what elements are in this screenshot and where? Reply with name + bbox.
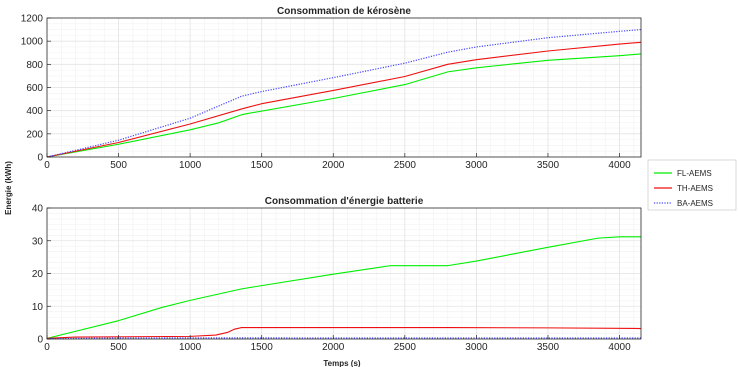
- x-tick-label: 3000: [465, 342, 488, 353]
- x-tick-label: 0: [44, 160, 50, 171]
- x-tick-label: 4000: [608, 342, 631, 353]
- y-tick-label: 0: [37, 335, 43, 346]
- x-tick-label: 2500: [394, 342, 417, 353]
- x-tick-label: 3000: [465, 160, 488, 171]
- series-line-th-aems: [46, 326, 642, 339]
- x-tick-label: 2000: [322, 342, 345, 353]
- legend: FL-AEMS TH-AEMS BA-AEMS: [647, 159, 737, 211]
- series-line-ba-aems: [46, 337, 641, 340]
- y-tick-label: 30: [32, 236, 44, 247]
- y-axis-label: Energie (kWh): [4, 161, 13, 215]
- y-tick-label: 10: [32, 302, 44, 313]
- y-tick-label: 0: [37, 153, 43, 164]
- legend-label: FL-AEMS: [677, 169, 712, 178]
- x-axis-label: Temps (s): [323, 359, 361, 367]
- x-tick-label: 1500: [251, 160, 274, 171]
- x-tick-label: 3500: [537, 160, 560, 171]
- y-tick-label: 1000: [21, 37, 44, 48]
- battery-chart: 0 500 1000 1500 2000 2500 3000 3500 4000 0 10 20 30 4…: [32, 196, 642, 353]
- y-tick-label: 800: [26, 60, 43, 71]
- legend-label: BA-AEMS: [677, 199, 713, 208]
- x-tick-label: 0: [44, 342, 50, 353]
- x-tick-label: 1500: [251, 342, 274, 353]
- x-tick-label: 4000: [608, 160, 631, 171]
- series-line-ba-aems: [46, 28, 642, 158]
- y-tick-label: 200: [26, 129, 43, 140]
- y-tick-label: 400: [26, 106, 43, 117]
- series-line-fl-aems: [46, 53, 642, 158]
- x-tick-label: 2500: [394, 160, 417, 171]
- y-tick-label: 1200: [21, 14, 44, 25]
- chart-title: Consommation de kérosène: [277, 6, 411, 17]
- x-tick-label: 500: [110, 160, 127, 171]
- legend-box: [647, 159, 737, 211]
- x-tick-label: 1000: [179, 342, 202, 353]
- series-line-fl-aems: [46, 236, 641, 339]
- chart-title: Consommation d'énergie batterie: [265, 196, 424, 207]
- y-tick-label: 20: [32, 269, 44, 280]
- y-tick-label: 40: [32, 204, 44, 215]
- y-tick-label: 600: [26, 83, 43, 94]
- series-line-th-aems: [46, 41, 642, 158]
- kerosene-chart: 0 500 1000 1500 2000 2500 3000 3500 4000 0 200 400 6…: [21, 6, 642, 171]
- x-tick-label: 3500: [537, 342, 560, 353]
- x-tick-label: 1000: [179, 160, 202, 171]
- x-tick-label: 2000: [322, 160, 345, 171]
- x-tick-label: 500: [110, 342, 127, 353]
- legend-label: TH-AEMS: [677, 184, 713, 193]
